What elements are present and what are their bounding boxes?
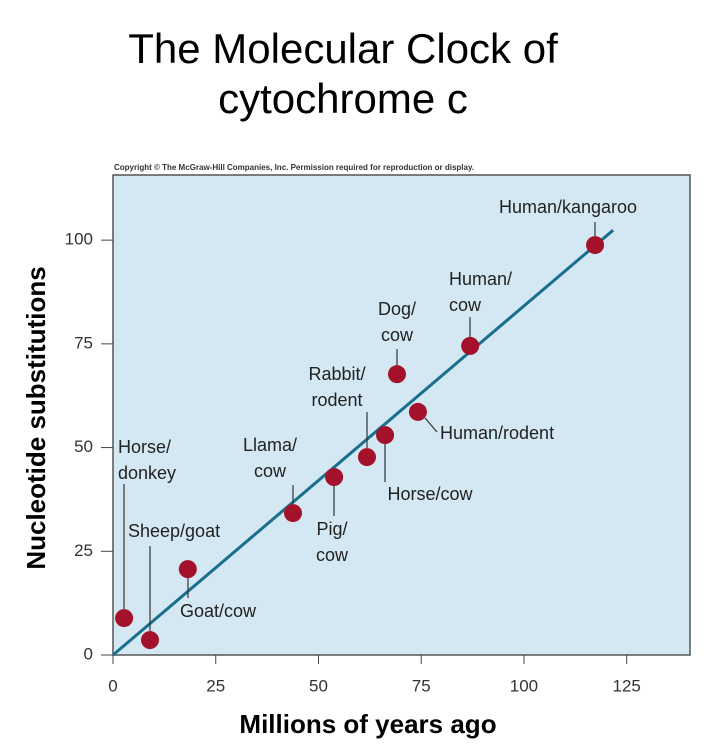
data-point	[461, 336, 480, 355]
x-tick-label: 25	[206, 676, 225, 695]
chart-title: The Molecular Clock of	[128, 25, 558, 72]
x-tick-label: 75	[412, 676, 431, 695]
leader-line	[424, 417, 438, 433]
data-point	[284, 504, 303, 523]
point-label: Human/	[449, 269, 512, 289]
y-tick-label: 0	[84, 644, 93, 663]
x-tick-label: 50	[309, 676, 328, 695]
y-tick-label: 50	[74, 437, 93, 456]
data-point	[178, 560, 197, 579]
point-label: donkey	[118, 463, 176, 483]
x-tick-label: 0	[108, 676, 117, 695]
y-axis-title: Nucleotide substitutions	[21, 266, 51, 569]
point-label: cow	[381, 325, 414, 345]
point-label: Dog/	[378, 299, 416, 319]
x-tick-label: 125	[613, 676, 641, 695]
point-label: Llama/	[243, 435, 297, 455]
point-label: cow	[316, 545, 349, 565]
data-point	[140, 631, 159, 650]
data-point	[357, 448, 376, 467]
point-label: Horse/cow	[387, 484, 473, 504]
data-point	[387, 365, 406, 384]
x-axis-title: Millions of years ago	[239, 709, 496, 739]
point-label: cow	[254, 461, 287, 481]
x-tick-label: 100	[510, 676, 538, 695]
data-point	[408, 402, 427, 421]
point-label: Sheep/goat	[128, 521, 220, 541]
data-point	[325, 468, 344, 487]
copyright: Copyright © The McGraw-Hill Companies, I…	[114, 163, 474, 172]
point-label: Goat/cow	[180, 601, 257, 621]
data-point	[586, 236, 605, 255]
trend-line	[112, 229, 615, 657]
point-label: Rabbit/	[308, 364, 365, 384]
y-tick-label: 25	[74, 541, 93, 560]
data-point	[376, 426, 395, 445]
point-label: rodent	[311, 390, 362, 410]
point-label: Human/rodent	[440, 423, 554, 443]
point-label: Human/kangaroo	[499, 197, 637, 217]
y-tick-label: 100	[65, 230, 93, 249]
chart-title: cytochrome c	[218, 75, 468, 122]
point-label: cow	[449, 295, 482, 315]
point-label: Pig/	[316, 519, 347, 539]
y-tick-label: 75	[74, 333, 93, 352]
point-label: Horse/	[118, 437, 171, 457]
data-point	[115, 609, 134, 628]
